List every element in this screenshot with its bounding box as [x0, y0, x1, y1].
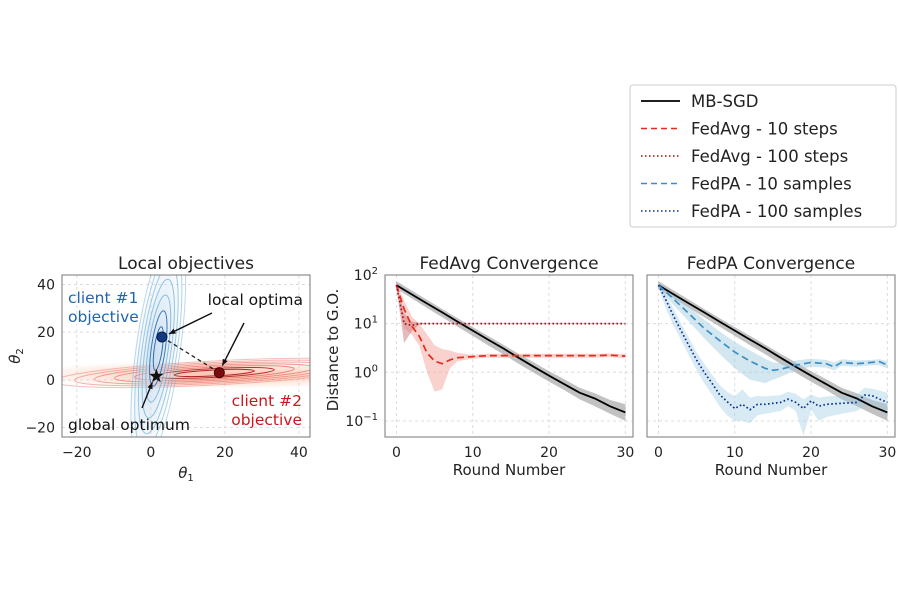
client1-contour [141, 278, 175, 419]
legend-label: MB-SGD [691, 92, 758, 111]
client1-contour [149, 310, 168, 387]
series-fedavg-100-steps [395, 284, 626, 327]
x-tick-label: 10 [464, 445, 482, 461]
global-optimum-label: global optimum [68, 416, 190, 434]
client2-contour [62, 357, 310, 389]
series-mb-sgd [657, 284, 888, 414]
annotation-arrow [168, 312, 213, 335]
y-tick-label: 10−1 [345, 412, 378, 430]
legend-frame [629, 84, 897, 228]
series-fedavg-10-steps [395, 284, 626, 365]
y-tick-label: −20 [25, 420, 55, 436]
arrow-head [168, 328, 176, 334]
client2-optimum [213, 367, 225, 379]
y-tick-label: 102 [354, 266, 378, 284]
legend-label: FedAvg - 10 steps [691, 120, 838, 139]
client2-label: client #2 objective [231, 392, 302, 429]
legend-label: FedPA - 100 samples [691, 202, 862, 221]
panel-title: Local objectives [118, 254, 254, 274]
band-fedpa-100-samples [658, 282, 888, 436]
client1-contour [130, 275, 187, 437]
panel-title: FedPA Convergence [687, 254, 855, 274]
x-tick-label: 20 [540, 445, 558, 461]
x-tick-label: 0 [146, 445, 155, 461]
x-tick-label: 10 [726, 445, 744, 461]
y-tick-label: 100 [354, 363, 378, 381]
local-optima-label: local optima [208, 291, 303, 309]
arrow-head [222, 358, 228, 366]
y-tick-label: 40 [37, 278, 55, 294]
x-tick-label: 30 [878, 445, 896, 461]
optima-link [161, 336, 220, 374]
client1-contour [145, 294, 172, 403]
panel-title: FedAvg Convergence [419, 254, 598, 274]
band-fedpa-10-samples [658, 282, 888, 384]
x-tick-label: −20 [62, 445, 92, 461]
y-tick-label: 20 [37, 325, 55, 341]
client1-contour [152, 326, 164, 371]
y-tick-label: 0 [46, 373, 55, 389]
axes-frame [384, 274, 634, 438]
x-tick-label: 20 [802, 445, 820, 461]
band-fedavg-10-steps [396, 282, 626, 392]
x-axis-label: θ1 [178, 464, 194, 484]
legend-label: FedPA - 10 samples [691, 175, 852, 194]
arrow-head [147, 382, 153, 390]
x-tick-label: 0 [654, 445, 663, 461]
x-tick-label: 0 [392, 445, 401, 461]
x-tick-label: 20 [216, 445, 234, 461]
x-axis-label: Round Number [453, 461, 566, 479]
client1-label: client #1 objective [68, 289, 139, 326]
y-tick-label: 101 [354, 315, 378, 333]
client1-glow [128, 275, 182, 437]
contours [62, 275, 310, 437]
panel-fedavg: FedAvg Convergence 0 10 20 3010210110010−1 … [324, 254, 634, 479]
client2-contour [93, 361, 310, 385]
y-axis-label: Distance to G.O. [324, 289, 342, 412]
axes-frame [646, 274, 896, 438]
x-tick-label: 40 [290, 445, 308, 461]
annotation-arrow [221, 322, 245, 366]
x-axis-label: Round Number [715, 461, 828, 479]
client1-contour [134, 275, 183, 437]
panel-fedpa: FedPA Convergence 0 10 20 30 Round Number [646, 254, 896, 479]
legend: MB-SGD FedAvg - 10 steps FedAvg - 100 step… [629, 84, 897, 228]
client1-contour [137, 275, 179, 435]
panel-local-objectives: Local objectives client #1 objective clien… [6, 254, 311, 484]
client1-optimum [156, 331, 168, 343]
global-optimum-star [149, 368, 164, 383]
client2-contour [113, 363, 310, 383]
axes-frame [61, 274, 311, 438]
series-mb-sgd [395, 284, 626, 414]
y-axis-label: θ2 [6, 348, 26, 364]
client2-contour [74, 359, 310, 387]
series-fedpa-100-samples [657, 284, 888, 411]
x-tick-label: 30 [616, 445, 634, 461]
legend-label: FedAvg - 100 steps [691, 147, 848, 166]
band-fedavg-100-steps [396, 282, 626, 343]
